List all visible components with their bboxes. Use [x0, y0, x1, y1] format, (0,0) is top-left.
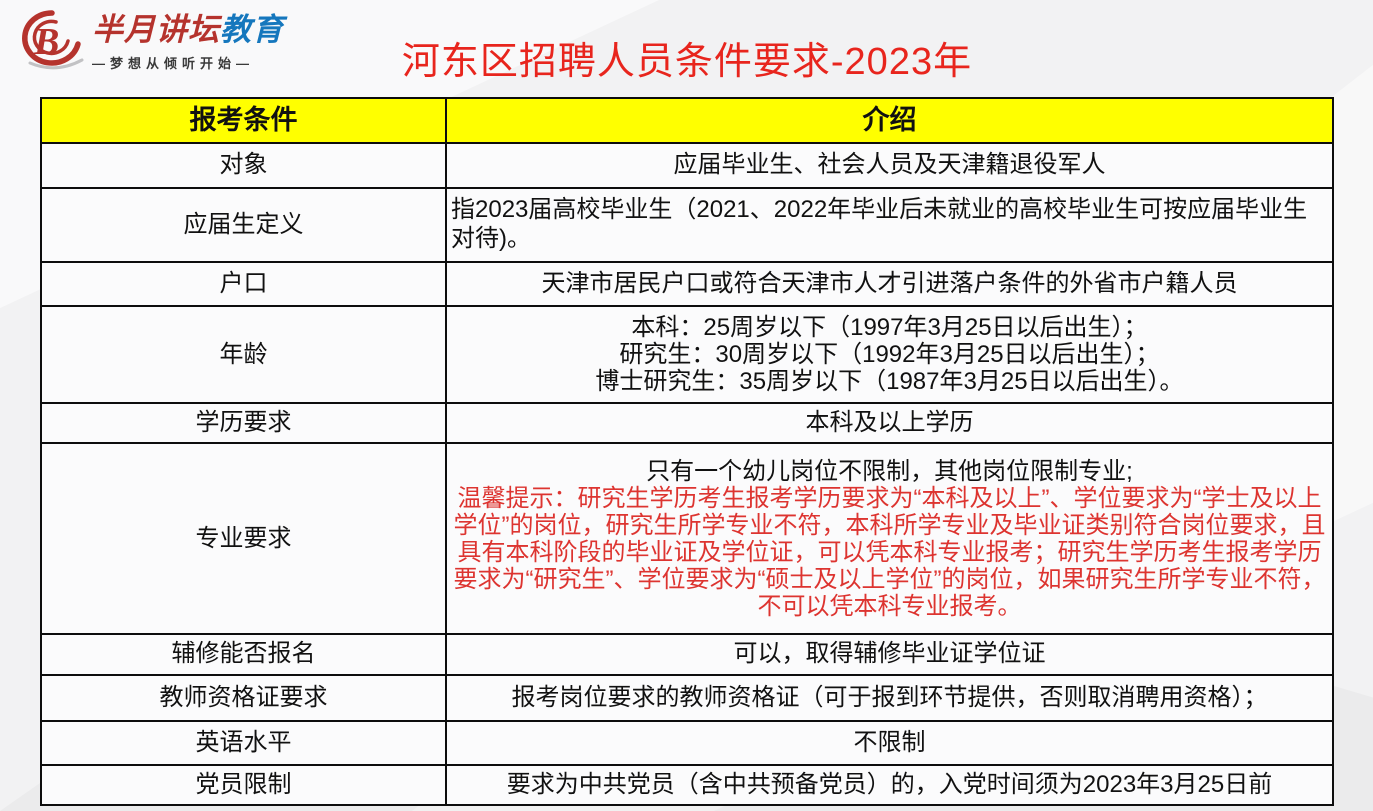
row-label: 学历要求	[40, 402, 447, 444]
row-content-text: 应届毕业生、社会人员及天津籍退役军人	[673, 151, 1106, 179]
table-row: 教师资格证要求 报考岗位要求的教师资格证（可于报到环节提供，否则取消聘用资格）；	[40, 674, 1334, 722]
row-content-text: 不限制	[853, 728, 926, 756]
row-label: 英语水平	[40, 720, 447, 766]
row-content: 应届毕业生、社会人员及天津籍退役军人	[445, 142, 1334, 189]
row-content-text: 报考岗位要求的教师资格证（可于报到环节提供，否则取消聘用资格）；	[511, 683, 1268, 711]
row-content-line: 研究生：30周岁以下（1992年3月25日以后出生）；	[619, 341, 1160, 368]
brand-logo: B 半月讲坛教育 —梦想从倾听开始—	[14, 8, 284, 72]
brand-tagline: —梦想从倾听开始—	[92, 55, 255, 71]
table-row: 户口 天津市居民户口或符合天津市人才引进落户条件的外省市户籍人员	[40, 261, 1334, 307]
row-content: 本科及以上学历	[445, 402, 1334, 444]
row-content-text: 天津市居民户口或符合天津市人才引进落户条件的外省市户籍人员	[541, 269, 1238, 297]
row-content: 只有一个幼儿岗位不限制，其他岗位限制专业; 温馨提示：研究生学历考生报考学历要求为…	[445, 442, 1334, 635]
table-row: 英语水平 不限制	[40, 720, 1334, 766]
row-content-text: 要求为中共党员（含中共预备党员）的，入党时间须为2023年3月25日前	[506, 770, 1273, 798]
row-label: 专业要求	[40, 442, 447, 635]
row-content: 可以，取得辅修毕业证学位证	[445, 633, 1334, 676]
page-title: 河东区招聘人员条件要求-2023年	[401, 41, 973, 83]
brand-logo-icon: B	[22, 10, 84, 70]
row-label: 年龄	[40, 305, 447, 404]
brand-name-blue: 教育	[220, 12, 284, 47]
row-label: 应届生定义	[40, 187, 447, 263]
table-row: 年龄 本科：25周岁以下（1997年3月25日以后出生）； 研究生：30周岁以下（1…	[40, 305, 1334, 404]
brand-logo-text: 半月讲坛教育 —梦想从倾听开始—	[92, 8, 284, 72]
requirements-table: 报考条件 介绍 对象 应届毕业生、社会人员及天津籍退役军人应届生定义 指2023届高…	[40, 97, 1334, 806]
brand-name: 半月讲坛教育	[92, 12, 284, 47]
row-content: 不限制	[445, 720, 1334, 766]
row-label: 党员限制	[40, 764, 447, 806]
table-row: 学历要求 本科及以上学历	[40, 402, 1334, 444]
row-content: 要求为中共党员（含中共预备党员）的，入党时间须为2023年3月25日前	[445, 764, 1334, 806]
row-content-note: 温馨提示：研究生学历考生报考学历要求为“本科及以上”、学位要求为“学士及以上学位…	[453, 484, 1326, 620]
row-content-text: 本科及以上学历	[805, 408, 974, 436]
column-header-condition: 报考条件	[40, 97, 447, 144]
table-header-row: 报考条件 介绍	[40, 97, 1334, 144]
row-label: 对象	[40, 142, 447, 189]
row-label: 辅修能否报名	[40, 633, 447, 676]
table-row: 党员限制 要求为中共党员（含中共预备党员）的，入党时间须为2023年3月25日前	[40, 764, 1334, 806]
row-content: 本科：25周岁以下（1997年3月25日以后出生）； 研究生：30周岁以下（199…	[445, 305, 1334, 404]
table-row: 辅修能否报名 可以，取得辅修毕业证学位证	[40, 633, 1334, 676]
table-row: 对象 应届毕业生、社会人员及天津籍退役军人	[40, 142, 1334, 189]
row-content: 报考岗位要求的教师资格证（可于报到环节提供，否则取消聘用资格）；	[445, 674, 1334, 722]
row-content-text: 只有一个幼儿岗位不限制，其他岗位限制专业;	[646, 457, 1133, 485]
column-header-intro: 介绍	[445, 97, 1334, 144]
row-content: 指2023届高校毕业生（2021、2022年毕业后未就业的高校毕业生可按应届毕业…	[445, 187, 1334, 263]
row-content-line: 本科：25周岁以下（1997年3月25日以后出生）；	[631, 314, 1148, 341]
table-row: 应届生定义 指2023届高校毕业生（2021、2022年毕业后未就业的高校毕业生可…	[40, 187, 1334, 263]
row-content: 天津市居民户口或符合天津市人才引进落户条件的外省市户籍人员	[445, 261, 1334, 307]
row-content-text: 指2023届高校毕业生（2021、2022年毕业后未就业的高校毕业生可按应届毕业…	[451, 196, 1308, 252]
row-content-line: 博士研究生：35周岁以下（1987年3月25日以后出生）。	[595, 368, 1184, 395]
row-label: 户口	[40, 261, 447, 307]
brand-name-red: 半月讲坛	[92, 12, 220, 47]
svg-text:B: B	[33, 21, 59, 63]
row-label: 教师资格证要求	[40, 674, 447, 722]
table-row: 专业要求 只有一个幼儿岗位不限制，其他岗位限制专业; 温馨提示：研究生学历考生报考学…	[40, 442, 1334, 635]
row-content-text: 可以，取得辅修毕业证学位证	[733, 640, 1046, 668]
